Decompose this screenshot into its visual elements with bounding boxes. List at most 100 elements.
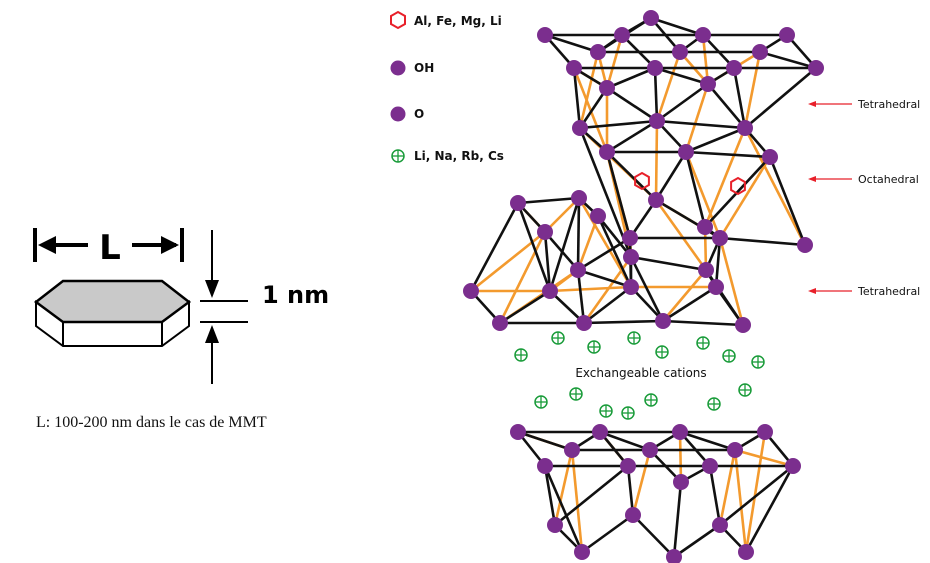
- exchangeable-cations-label: Exchangeable cations: [575, 366, 706, 380]
- bond-black: [768, 156, 807, 246]
- atom-icon: [735, 317, 751, 333]
- bond-black: [554, 464, 629, 527]
- bond-black: [684, 151, 707, 228]
- atom-icon: [698, 262, 714, 278]
- cation-icon: [534, 395, 548, 409]
- atom-icon: [390, 106, 406, 122]
- bond-black: [543, 231, 552, 292]
- arrow-up-icon: [205, 325, 219, 343]
- atom-icon: [390, 60, 406, 76]
- atom-icon: [757, 424, 773, 440]
- atom-icon: [712, 517, 728, 533]
- bond-black: [662, 285, 717, 323]
- atom-icon: [571, 190, 587, 206]
- exchangeable-cation-sites: [514, 331, 765, 420]
- arrow-icon: [808, 288, 816, 294]
- cation-icon: [707, 397, 721, 411]
- thickness-label: 1 nm: [262, 281, 329, 309]
- bond-black: [576, 197, 581, 271]
- bond-black: [583, 319, 664, 325]
- bond-black: [517, 430, 573, 452]
- octahedral-metal-sites: [634, 171, 746, 196]
- atom-icon: [648, 192, 664, 208]
- bond-black: [719, 236, 806, 247]
- cation-icon: [587, 340, 601, 354]
- atom-icon: [672, 424, 688, 440]
- bond-black: [577, 236, 631, 272]
- atom-icon: [572, 120, 588, 136]
- bond-orange: [734, 448, 794, 468]
- cation-icon: [569, 387, 583, 401]
- bond-black: [759, 50, 817, 70]
- arrow-icon: [808, 176, 816, 182]
- legend-label-cations: Li, Na, Rb, Cs: [414, 149, 504, 163]
- layer-annotations: Tetrahedral Octahedral Tetrahedral: [808, 98, 920, 298]
- atom-icon: [620, 458, 636, 474]
- bond-black: [656, 119, 746, 130]
- bond-orange: [577, 197, 633, 288]
- bond-black: [599, 430, 651, 452]
- atom-icon: [712, 230, 728, 246]
- atom-icon: [673, 474, 689, 490]
- bond-black: [719, 464, 794, 527]
- bond-black: [548, 197, 581, 292]
- bond-orange: [662, 269, 707, 322]
- bond-orange: [718, 449, 737, 526]
- atom-icon: [762, 149, 778, 165]
- octahedral-label: Octahedral: [858, 173, 919, 186]
- atom-icon: [592, 424, 608, 440]
- cation-icon: [551, 331, 565, 345]
- bond-orange: [743, 127, 807, 246]
- bond-orange: [470, 230, 546, 293]
- arrow-down-icon: [205, 280, 219, 298]
- cation-icon: [751, 355, 765, 369]
- atom-icon: [570, 262, 586, 278]
- atom-icon: [492, 315, 508, 331]
- atom-icon: [797, 237, 813, 253]
- atom-icon: [463, 283, 479, 299]
- atom-icon: [599, 144, 615, 160]
- atom-icon: [547, 517, 563, 533]
- bond-black: [606, 119, 658, 154]
- bond-black: [653, 67, 659, 122]
- bond-orange: [553, 449, 574, 526]
- cation-icon: [391, 149, 405, 163]
- bond-black: [544, 33, 599, 54]
- atom-icon: [737, 120, 753, 136]
- legend: Al, Fe, Mg, Li OH O Li, Na, Rb, Cs: [390, 10, 504, 163]
- atom-icon: [599, 80, 615, 96]
- cation-icon: [627, 331, 641, 345]
- atom-icon: [808, 60, 824, 76]
- hexagon-icon: [730, 176, 746, 196]
- atom-icon: [666, 549, 682, 563]
- bond-orange: [549, 285, 632, 293]
- bond-black: [662, 319, 744, 327]
- arrow-icon: [808, 101, 816, 107]
- tetrahedral-bottom-label: Tetrahedral: [857, 285, 920, 298]
- bond-orange: [655, 51, 682, 122]
- bond-black: [744, 67, 817, 129]
- atom-icon: [623, 249, 639, 265]
- bond-black: [543, 465, 557, 526]
- bond-orange: [544, 197, 580, 233]
- atom-icon: [510, 424, 526, 440]
- cation-icon: [738, 383, 752, 397]
- atom-icon: [614, 27, 630, 43]
- bond-orange: [654, 120, 659, 201]
- bond-black: [605, 151, 632, 239]
- atom-icon: [537, 27, 553, 43]
- atom-icon: [590, 208, 606, 224]
- atom-icon: [542, 283, 558, 299]
- bond-orange: [701, 34, 710, 85]
- atom-icon: [564, 442, 580, 458]
- bond-black: [714, 237, 722, 288]
- atom-icon: [697, 219, 713, 235]
- arrow-left-icon: [38, 236, 56, 254]
- bond-black: [630, 255, 707, 272]
- atom-icon: [622, 230, 638, 246]
- cation-icon: [722, 349, 736, 363]
- bond-orange: [718, 156, 772, 239]
- atom-icon: [672, 44, 688, 60]
- bond-orange: [678, 431, 683, 483]
